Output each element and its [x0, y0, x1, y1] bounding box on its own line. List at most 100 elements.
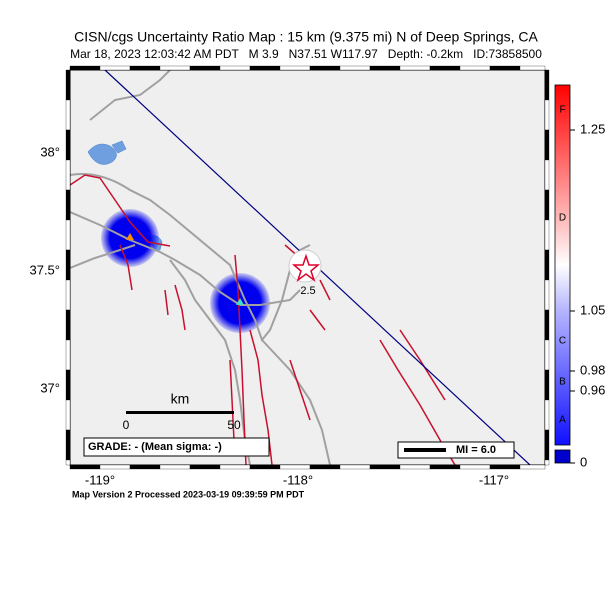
frame-segment	[65, 309, 71, 341]
frame-segment	[544, 99, 550, 131]
frame-segment	[309, 464, 341, 470]
mi-legend-text: MI = 6.0	[456, 444, 496, 456]
frame-segment	[544, 279, 550, 311]
colorbar	[554, 84, 571, 446]
frame-segment	[65, 129, 71, 161]
lon-label: -118°	[283, 472, 313, 487]
frame-segment	[544, 129, 550, 161]
frame-segment	[544, 399, 550, 431]
frame-segment	[249, 65, 281, 71]
lat-label: 37°	[40, 380, 60, 395]
frame-segment	[65, 399, 71, 431]
frame-segment	[249, 464, 281, 470]
frame-segment	[489, 65, 521, 71]
station-marker	[126, 233, 134, 240]
frame-segment	[159, 464, 191, 470]
frame-segment	[489, 464, 521, 470]
grade-letter: F	[559, 105, 565, 116]
frame-segment	[129, 464, 161, 470]
footer: Map Version 2 Processed 2023-03-19 09:39…	[72, 489, 305, 499]
frame-segment	[544, 459, 550, 466]
frame-segment	[129, 65, 161, 71]
station-marker	[236, 298, 244, 305]
frame-segment	[69, 464, 101, 470]
frame-segment	[189, 464, 221, 470]
map-area: 2.5 GRADE: - (Mean sigma: -) MI = 6.0 km…	[70, 70, 545, 465]
colorbar-value: 1.05	[580, 302, 605, 317]
frame-segment	[65, 189, 71, 221]
frame-segment	[309, 65, 341, 71]
colorbar-zero	[554, 449, 571, 464]
frame-segment	[369, 464, 401, 470]
colorbar-value: 0	[580, 454, 587, 469]
grade-letter: C	[559, 336, 566, 347]
frame-segment	[459, 65, 491, 71]
lake	[111, 140, 127, 154]
mi-legend-box	[397, 441, 515, 459]
frame-segment	[65, 249, 71, 281]
frame-segment	[159, 65, 191, 71]
scale-tick: 0	[123, 418, 130, 432]
frame-segment	[544, 189, 550, 221]
colorbar-value: 0.98	[580, 362, 605, 377]
frame-segment	[544, 159, 550, 191]
grade-box	[83, 437, 270, 457]
lon-label: -117°	[479, 472, 509, 487]
scale-unit: km	[171, 391, 190, 407]
epicenter-star	[291, 253, 321, 283]
frame-segment	[99, 464, 131, 470]
frame-segment	[65, 69, 71, 101]
frame-segment	[519, 65, 546, 71]
grade-letter: D	[559, 213, 566, 224]
lake	[87, 143, 117, 165]
frame-segment	[65, 159, 71, 191]
frame-segment	[544, 429, 550, 461]
frame-segment	[544, 69, 550, 101]
scale-tick: 50	[227, 418, 241, 432]
frame-segment	[519, 464, 546, 470]
lat-label: 37.5°	[29, 262, 60, 277]
frame-segment	[279, 464, 311, 470]
frame-segment	[399, 464, 431, 470]
frame-segment	[544, 249, 550, 281]
map-subtitle: Mar 18, 2023 12:03:42 AM PDT M 3.9 N37.5…	[70, 47, 542, 61]
event-halo	[288, 249, 322, 283]
frame-segment	[65, 369, 71, 401]
grade-text: GRADE: - (Mean sigma: -)	[88, 441, 222, 453]
frame-segment	[65, 279, 71, 311]
frame-segment	[65, 339, 71, 371]
colorbar-value: 1.25	[580, 121, 605, 136]
frame-ticks	[65, 65, 550, 470]
frame-segment	[69, 65, 101, 71]
map-title: CISN/cgs Uncertainty Ratio Map : 15 km (…	[74, 29, 538, 45]
frame-segment	[219, 65, 251, 71]
lon-label: -119°	[85, 472, 115, 487]
event-label: 2.5	[300, 285, 315, 297]
frame-segment	[544, 219, 550, 251]
frame-segment	[99, 65, 131, 71]
frame-segment	[279, 65, 311, 71]
frame-segment	[219, 464, 251, 470]
frame-segment	[459, 464, 491, 470]
frame-segment	[369, 65, 401, 71]
colorbar-labels: F D C B A 1.25 1.05 0.98 0.96 0	[559, 105, 605, 470]
frame-segment	[544, 309, 550, 341]
frame-segment	[65, 219, 71, 251]
frame-segment	[339, 65, 371, 71]
colorbar-value: 0.96	[580, 382, 605, 397]
grade-letter: B	[559, 377, 566, 388]
frame-segment	[544, 339, 550, 371]
frame-segment	[65, 429, 71, 461]
grade-letter: A	[559, 415, 566, 426]
frame-segment	[429, 65, 461, 71]
lat-label: 38°	[40, 144, 60, 159]
frame-segment	[429, 464, 461, 470]
frame-segment	[65, 99, 71, 131]
frame-segment	[544, 369, 550, 401]
frame-segment	[399, 65, 431, 71]
scale-bar	[126, 411, 234, 414]
frame-segment	[339, 464, 371, 470]
frame-segment	[189, 65, 221, 71]
frame-segment	[65, 459, 71, 466]
